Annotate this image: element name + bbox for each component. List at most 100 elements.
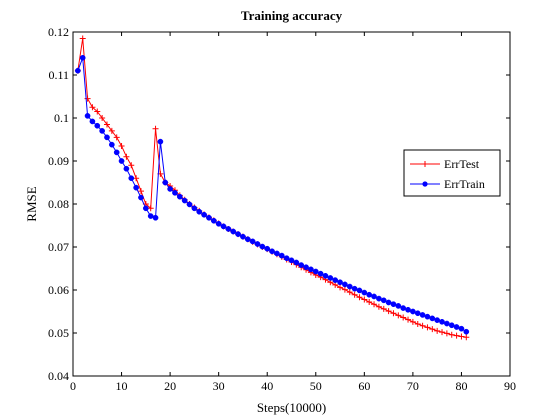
data-point [269,248,275,255]
legend: ErrTest ErrTrain [403,149,501,197]
axis-ticks: 0 10 20 30 40 50 60 70 80 90 0.04 0.05 0.06 0.07 0.08 0… [48,25,516,393]
data-point [79,54,86,61]
data-point [118,158,125,164]
data-point [191,205,198,212]
y-tick-label: 0.11 [48,68,69,82]
data-point [375,303,382,310]
data-point [332,277,339,283]
series-layer [74,35,470,341]
x-tick-label: 10 [116,379,128,393]
x-tick-label: 30 [213,379,225,393]
data-point [385,299,392,306]
data-point [434,317,441,323]
data-point [341,286,348,293]
data-point [400,314,407,321]
data-point [376,295,382,302]
data-point [94,122,101,129]
data-point [458,333,465,340]
data-point [137,188,144,195]
data-point [308,266,314,273]
data-point [288,257,295,264]
data-point [220,223,227,230]
data-point [196,208,203,215]
x-tick-label: 20 [164,379,176,393]
data-point [463,334,470,341]
data-point [201,211,207,218]
series-errtrain [75,54,470,335]
y-axis-title: RMSE [24,186,39,221]
data-point [89,118,96,125]
y-tick-label: 0.07 [48,240,69,254]
data-point [225,226,232,232]
data-point [410,308,416,315]
data-point [356,287,363,294]
x-tick-label: 40 [261,379,273,393]
data-point [366,291,373,298]
data-point [278,252,285,259]
data-point [443,330,450,337]
data-point [123,165,130,172]
x-axis-title: Steps(10000) [257,400,326,415]
data-point [99,115,106,121]
data-point [235,231,241,237]
data-point [259,243,266,250]
data-point [152,125,159,132]
data-point [371,293,377,300]
data-point [385,308,392,315]
data-point [181,197,188,204]
data-point [390,310,397,317]
data-point [215,220,222,227]
data-point [240,233,246,240]
data-point [371,301,378,308]
data-point [439,329,446,336]
data-point [79,35,86,42]
data-point [249,238,256,245]
data-point [444,320,450,327]
data-point [172,189,178,196]
data-point [400,305,407,311]
data-point [453,332,460,339]
data-point [463,328,470,335]
data-point [230,228,237,235]
data-point [395,312,402,319]
data-point [303,264,309,271]
data-point [458,325,465,332]
data-point [405,316,412,323]
data-point [293,259,300,266]
data-point [342,281,348,288]
data-point [346,289,353,296]
data-point [75,67,81,74]
data-point [414,310,421,317]
data-point [409,318,416,325]
y-tick-label: 0.05 [48,326,69,340]
data-point [361,296,368,303]
data-point [424,324,431,331]
data-point [142,205,149,212]
data-point [123,153,130,160]
data-point [167,186,173,192]
data-point [128,175,135,182]
data-point [390,301,397,308]
data-point [133,184,139,191]
data-point [327,275,334,281]
data-point [152,214,159,221]
data-point [94,108,101,115]
data-point [128,162,135,169]
data-point [361,289,368,296]
legend-entry-errtest: ErrTest [410,157,480,171]
data-point [138,194,144,201]
data-point [254,241,261,247]
y-tick-label: 0.04 [48,369,69,383]
data-point [84,95,91,102]
data-point [419,322,426,329]
data-point [448,331,455,338]
legend-label: ErrTrain [444,177,485,191]
x-tick-label: 70 [407,379,419,393]
data-point [113,134,120,141]
data-point [448,322,455,329]
data-point [298,262,305,268]
data-point [113,149,120,156]
data-point [210,217,217,224]
data-point [264,245,271,252]
legend-label: ErrTest [444,157,480,171]
